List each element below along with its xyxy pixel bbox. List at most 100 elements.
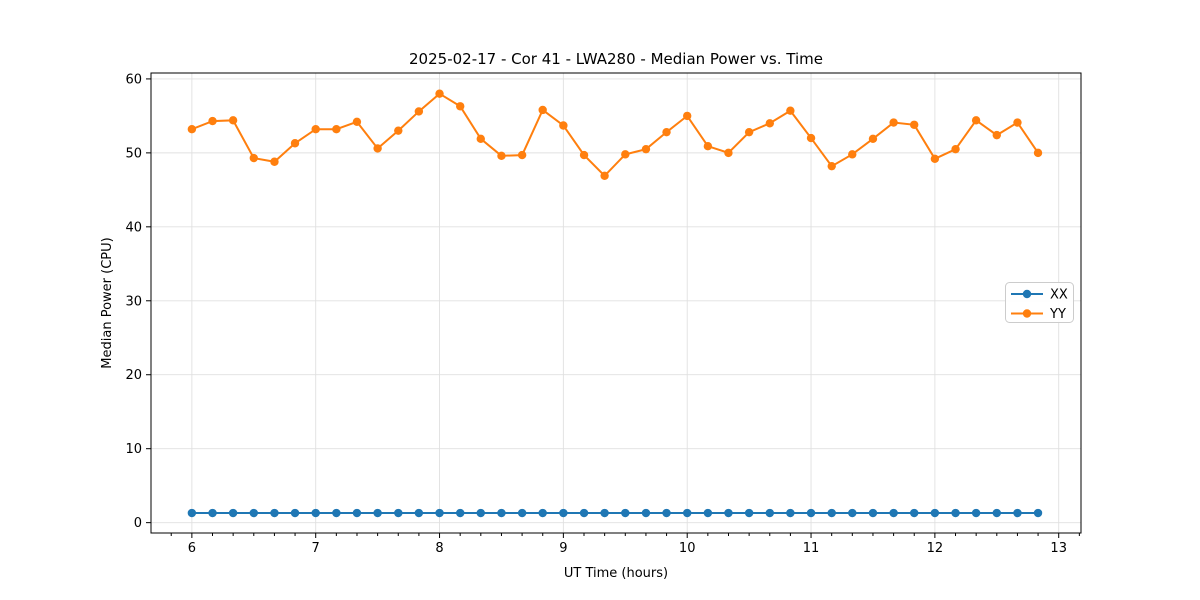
series-yy-line (191, 92, 1039, 178)
series-yy-marker (228, 116, 238, 125)
legend: XX YY (1005, 282, 1074, 323)
x-tick-label-11: 11 (803, 541, 820, 556)
x-axis-label: UT Time (hours) (564, 566, 668, 581)
series-xx-marker (992, 508, 1001, 518)
series-xx-marker (579, 508, 589, 518)
series-yy-marker (208, 116, 217, 126)
series-xx-marker (249, 508, 258, 518)
series-yy-marker (868, 134, 878, 144)
x-tick-label-7: 7 (312, 541, 320, 556)
series-yy-marker (1033, 148, 1043, 158)
series-xx-marker (311, 508, 320, 518)
series-xx-marker (497, 508, 506, 518)
series-xx-marker (1013, 508, 1022, 518)
y-tick-label-0: 0 (134, 516, 142, 531)
series-xx-marker (827, 508, 836, 518)
series-yy-marker (476, 134, 485, 144)
axes-layer: 6 7 8 9 10 11 12 13 0 10 20 30 40 50 60 (125, 72, 1080, 556)
series-xx-marker (703, 508, 713, 518)
series-xx-marker (786, 508, 795, 518)
legend-label-xx: XX (1050, 288, 1068, 303)
x-tick-label-12: 12 (927, 541, 944, 556)
series-yy-marker (621, 150, 630, 159)
series-xx-marker (456, 508, 465, 518)
chart-title: 2025-02-17 - Cor 41 - LWA280 - Median Po… (409, 50, 823, 68)
series-yy-marker (311, 125, 320, 134)
series-xx-marker (889, 508, 898, 518)
series-yy-marker (290, 139, 300, 148)
series-yy-marker (270, 157, 279, 166)
legend-marker-xx (1022, 289, 1032, 299)
series-xx-marker (517, 508, 527, 518)
series-yy-marker (662, 127, 671, 137)
series-xx-marker (394, 508, 403, 518)
series-xx-marker (951, 508, 960, 518)
series-xx-marker (765, 508, 775, 518)
x-tick-label-6: 6 (188, 541, 196, 556)
series-yy-marker (951, 144, 960, 154)
series-yy-marker (848, 150, 857, 159)
series-yy-marker (641, 144, 651, 154)
series-yy-marker (517, 150, 527, 160)
series-xx-marker (600, 508, 609, 518)
series-xx-marker (270, 508, 279, 518)
series-xx-marker (538, 508, 547, 518)
y-axis-label: Median Power (CPU) (100, 237, 115, 368)
series-yy-marker (435, 89, 444, 98)
y-tick-label-60: 60 (125, 72, 142, 87)
series-yy-marker (394, 126, 403, 135)
series-yy-marker (971, 116, 981, 125)
series-xx-marker (373, 508, 382, 518)
series-yy-marker (559, 121, 568, 130)
series-xx-marker (559, 508, 568, 518)
series-yy-marker (497, 151, 506, 161)
series-yy-marker (683, 111, 692, 121)
grid-layer (151, 73, 1081, 533)
series-xx-marker (806, 508, 816, 518)
series-xx-marker (868, 508, 878, 518)
series-xx-marker (724, 508, 733, 518)
series-yy-marker (765, 119, 775, 128)
series-yy-marker (456, 102, 465, 111)
series-xx-marker (476, 508, 485, 518)
series-yy-marker (538, 105, 547, 115)
series-xx-marker (187, 508, 197, 518)
series-xx-marker (909, 508, 919, 518)
series-layer (187, 89, 1043, 518)
series-xx-marker (228, 508, 238, 518)
series-yy-marker (992, 130, 1001, 140)
series-yy-marker (352, 117, 362, 127)
series-xx-marker (290, 508, 300, 518)
series-yy-marker (332, 125, 341, 134)
series-xx-marker (744, 508, 754, 518)
series-xx-marker (641, 508, 651, 518)
series-yy-marker (579, 150, 589, 160)
y-tick-label-10: 10 (125, 442, 142, 457)
series-yy-marker (930, 154, 940, 163)
series-xx-marker (683, 508, 692, 518)
x-tick-label-13: 13 (1050, 541, 1067, 556)
series-yy-marker (724, 148, 733, 158)
x-tick-label-10: 10 (679, 541, 696, 556)
series-yy-marker (889, 118, 898, 127)
series-yy-marker (909, 120, 919, 129)
series-yy-marker (786, 106, 795, 115)
series-xx-marker (621, 508, 630, 518)
series-xx-marker (414, 508, 424, 518)
series-xx-marker (1033, 508, 1043, 518)
series-yy-marker (600, 171, 609, 180)
series-yy-marker (187, 125, 197, 134)
series-xx-marker (352, 508, 362, 518)
series-xx-marker (930, 508, 940, 518)
series-yy-marker (744, 127, 754, 137)
series-yy-marker (414, 107, 424, 116)
legend-label-yy: YY (1049, 307, 1066, 322)
y-tick-label-50: 50 (125, 146, 142, 161)
series-yy-marker (373, 144, 382, 153)
series-yy-marker (1013, 118, 1022, 127)
series-xx-marker (971, 508, 981, 518)
x-tick-label-8: 8 (435, 541, 443, 556)
y-tick-label-20: 20 (125, 368, 142, 383)
